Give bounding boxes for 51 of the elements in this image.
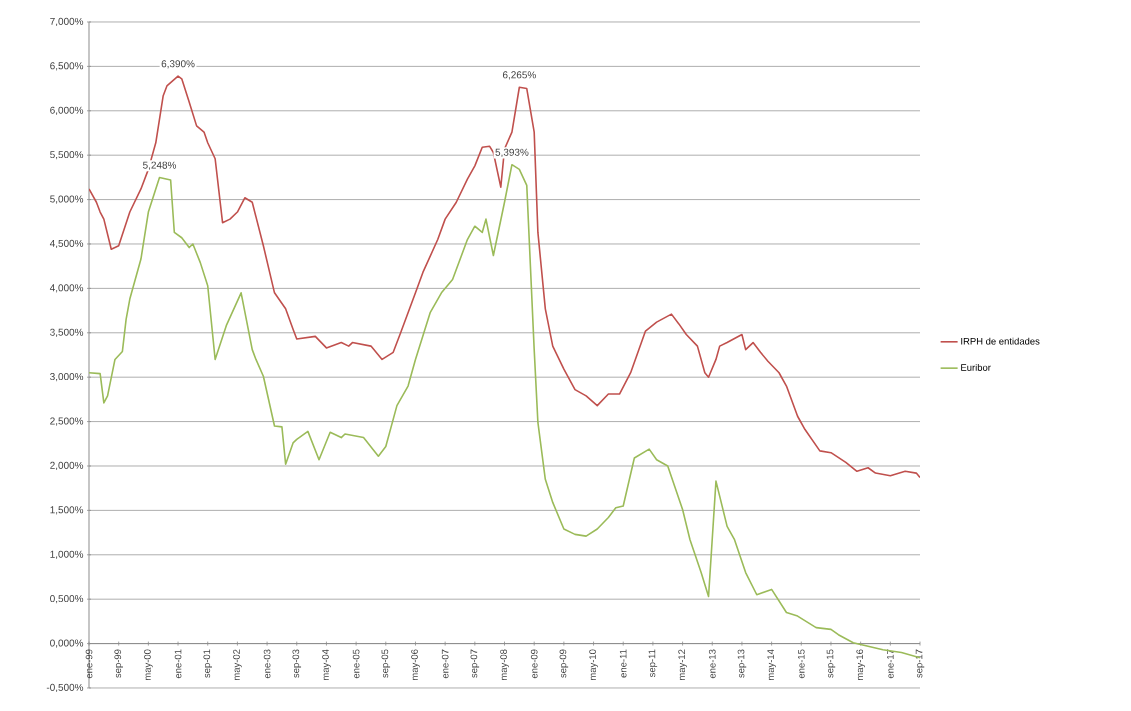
y-tick-label: 5,000% — [50, 195, 84, 204]
x-tick-label: may-10 — [589, 649, 598, 681]
x-tick-label: ene-09 — [530, 649, 538, 679]
x-tick-label: sep-03 — [292, 649, 302, 678]
x-tick-label: sep-13 — [737, 649, 747, 678]
x-tick-label: sep-17 — [915, 649, 925, 678]
y-tick-label: 0,500% — [50, 595, 84, 604]
annotation: 5,393% — [495, 148, 529, 157]
x-tick-label: ene-01 — [174, 649, 182, 679]
x-tick-label: ene-99 — [85, 649, 93, 679]
legend-label: IRPH de entidades — [961, 337, 1040, 345]
y-tick-label: 5,500% — [50, 151, 84, 160]
x-tick-label: may-14 — [767, 649, 776, 681]
y-tick-label: 3,000% — [50, 373, 84, 382]
y-tick-label: 4,500% — [49, 239, 84, 249]
x-tick-label: may-12 — [678, 649, 687, 681]
x-tick-label: sep-15 — [826, 649, 836, 678]
x-tick-label: ene-05 — [352, 649, 360, 679]
x-tick-label: sep-07 — [470, 649, 480, 678]
x-tick-label: ene-13 — [708, 649, 716, 679]
x-tick-label: sep-05 — [381, 649, 391, 678]
x-tick-label: ene-07 — [441, 649, 449, 679]
x-tick-label: ene-11 — [619, 649, 627, 678]
annotation: 5,248% — [143, 161, 177, 170]
y-tick-label: 7,000% — [50, 17, 84, 27]
x-tick-label: may-00 — [144, 649, 153, 681]
x-tick-label: ene-03 — [263, 649, 271, 679]
y-tick-label: 4,000% — [49, 284, 84, 293]
x-tick-label: sep-99 — [114, 649, 123, 678]
x-tick-label: ene-15 — [797, 649, 805, 679]
x-tick-label: sep-09 — [559, 649, 569, 678]
annotation: 6,390% — [161, 60, 195, 69]
x-tick-label: ene-17 — [887, 649, 894, 679]
x-tick-label: may-04 — [322, 649, 331, 681]
y-tick-label: 2,000% — [50, 461, 84, 471]
y-tick-label: 3,500% — [50, 328, 84, 337]
annotation: 6,265% — [502, 71, 536, 80]
y-tick-label: 0,000% — [50, 639, 84, 648]
x-tick-label: may-06 — [411, 649, 420, 681]
y-tick-label: 6,000% — [50, 106, 84, 115]
x-tick-label: may-02 — [233, 649, 242, 681]
y-tick-label: -0,500% — [46, 683, 84, 693]
x-tick-label: sep-01 — [203, 649, 213, 678]
y-tick-label: 1,000% — [50, 550, 84, 559]
legend-label: Euribor — [961, 363, 991, 371]
x-tick-label: may-16 — [856, 649, 865, 681]
x-tick-label: may-08 — [500, 649, 509, 681]
y-tick-label: 2,500% — [50, 417, 84, 426]
x-tick-label: sep-11 — [648, 649, 658, 678]
y-tick-label: 1,500% — [50, 506, 84, 515]
y-tick-label: 6,500% — [50, 62, 84, 71]
